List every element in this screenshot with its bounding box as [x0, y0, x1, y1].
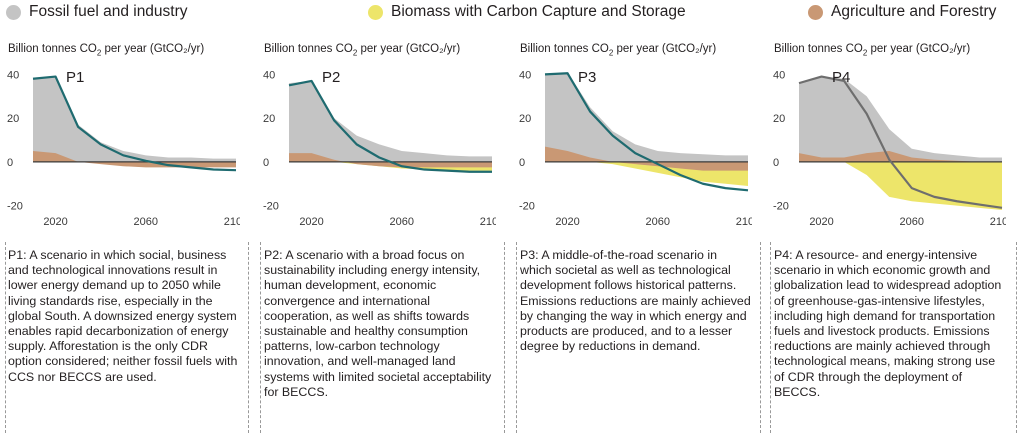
x-tick-label: 2100	[480, 216, 496, 228]
separator-right-1	[248, 242, 249, 433]
y-tick-label: 20	[519, 113, 531, 125]
legend-item-afolu: Agriculture and Forestry	[808, 3, 996, 21]
legend-item-beccs: Biomass with Carbon Capture and Storage	[368, 3, 686, 21]
y-tick-label: 0	[519, 157, 525, 169]
legend-label-afolu: Agriculture and Forestry	[831, 3, 997, 20]
chart-panel-p1: Billion tonnes CO2 per year (GtCO₂/yr) 4…	[0, 40, 240, 433]
afolu-area	[33, 150, 236, 168]
x-tick-label: 2020	[555, 216, 579, 228]
y-tick-label: -20	[519, 201, 535, 213]
fossil-area	[799, 76, 1002, 162]
legend-swatch-beccs	[368, 4, 383, 20]
x-tick-label: 2060	[134, 216, 158, 228]
chart-svg-p1: 40 20 0 -20 2020 2060 2100 P1	[7, 69, 240, 228]
net-emissions-line	[544, 72, 749, 192]
x-tick-label: 2100	[990, 216, 1006, 228]
legend-swatch-fossil	[6, 4, 21, 20]
y-tick-label: 40	[773, 69, 785, 81]
legend-label-fossil: Fossil fuel and industry	[29, 3, 188, 20]
legend-label-beccs: Biomass with Carbon Capture and Storage	[391, 3, 686, 20]
legend-swatch-afolu	[808, 4, 823, 20]
chart-panel-p4: Billion tonnes CO2 per year (GtCO₂/yr) 4…	[766, 40, 1006, 433]
scenario-description-p2: P2: A scenario with a broad focus on sus…	[264, 248, 492, 399]
beccs-area	[799, 161, 1002, 210]
y-tick-label: 0	[263, 157, 269, 169]
legend-item-fossil: Fossil fuel and industry	[6, 3, 188, 21]
y-axis-label: Billion tonnes CO2 per year (GtCO₂/yr)	[8, 43, 205, 58]
y-tick-label: -20	[7, 201, 23, 213]
y-tick-label: 40	[519, 69, 531, 81]
y-tick-label: 0	[773, 157, 779, 169]
chart-svg-p2: 40 20 0 -20 2020 2060 2100 P2	[263, 69, 496, 228]
y-axis-label: Billion tonnes CO2 per year (GtCO₂/yr)	[264, 43, 461, 58]
x-tick-label: 2020	[299, 216, 323, 228]
x-tick-label: 2100	[224, 216, 240, 228]
separator-left-4	[770, 242, 771, 433]
y-tick-label: 0	[7, 157, 13, 169]
afolu-area	[799, 150, 1002, 162]
y-tick-label: 20	[773, 113, 785, 125]
y-axis-label: Billion tonnes CO2 per year (GtCO₂/yr)	[774, 43, 971, 58]
chart-panel-p2: Billion tonnes CO2 per year (GtCO₂/yr) 4…	[256, 40, 496, 433]
y-axis-label: Billion tonnes CO2 per year (GtCO₂/yr)	[520, 43, 717, 58]
net-emissions-line	[798, 75, 1003, 209]
scenario-description-p3: P3: A middle-of-the-road scenario in whi…	[520, 248, 751, 354]
y-tick-label: -20	[773, 201, 789, 213]
y-tick-label: 20	[263, 113, 275, 125]
x-tick-label: 2060	[646, 216, 670, 228]
y-tick-label: 40	[7, 69, 19, 81]
net-emissions-line	[288, 79, 492, 173]
chart-panel-p3: Billion tonnes CO2 per year (GtCO₂/yr) 4…	[512, 40, 752, 433]
scenario-label: P4	[832, 69, 850, 86]
x-tick-label: 2020	[43, 216, 67, 228]
x-tick-label: 2060	[900, 216, 924, 228]
scenario-label: P3	[578, 69, 596, 86]
y-tick-label: 20	[7, 113, 19, 125]
separator-right-3	[760, 242, 761, 433]
separator-left-3	[516, 242, 517, 433]
x-tick-label: 2060	[390, 216, 414, 228]
chart-svg-p4: 40 20 0 -20 2020 2060 2100 P4	[773, 69, 1006, 228]
scenario-description-p1: P1: A scenario in which social, business…	[8, 248, 238, 384]
x-tick-label: 2100	[736, 216, 752, 228]
scenario-label: P2	[322, 69, 340, 86]
separator-right-4	[1016, 242, 1017, 433]
fossil-area	[545, 72, 748, 162]
fossil-area	[33, 76, 236, 162]
y-tick-label: 40	[263, 69, 275, 81]
afolu-area	[289, 153, 492, 168]
x-tick-label: 2020	[809, 216, 833, 228]
net-emissions-line	[32, 75, 237, 172]
scenario-label: P1	[66, 69, 84, 86]
separator-left-2	[260, 242, 261, 433]
legend: Fossil fuel and industry Biomass with Ca…	[0, 0, 1024, 30]
fossil-area	[289, 80, 492, 162]
separator-right-2	[504, 242, 505, 433]
chart-svg-p3: 40 20 0 -20 2020 2060 2100 P3	[519, 69, 752, 228]
scenario-description-p4: P4: A resource- and energy-intensive sce…	[774, 248, 1002, 399]
y-tick-label: -20	[263, 201, 279, 213]
afolu-area	[545, 146, 748, 171]
separator-left-1	[5, 242, 6, 433]
